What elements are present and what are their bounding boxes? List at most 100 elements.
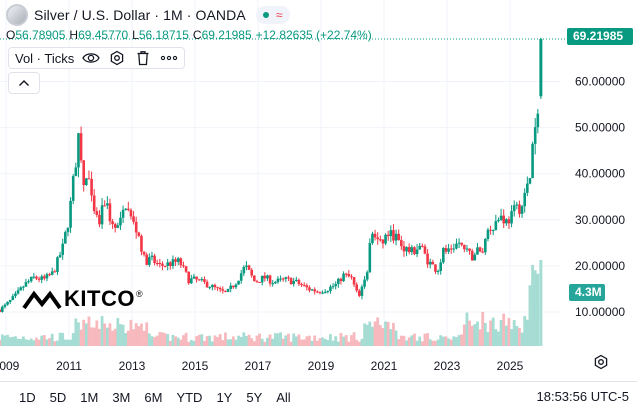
volume-bar [378,325,382,346]
candle-body [16,290,20,294]
candle-body [142,251,146,255]
volume-bar [142,330,146,346]
range-button-1y[interactable]: 1Y [216,390,233,405]
candle-body [426,253,429,265]
candle-body [87,178,91,180]
gear-icon [593,354,609,375]
symbol-title[interactable]: Silver / U.S. Dollar · 1M · OANDA [34,7,246,23]
volume-bar [352,332,356,346]
candle-body [6,301,9,305]
range-button-1d[interactable]: 1D [19,390,36,405]
volume-bar [449,339,453,346]
indicator-label[interactable]: Vol · Ticks [15,50,75,66]
candle-body [289,278,293,285]
volume-bar [179,339,183,346]
volume-bar [8,337,12,346]
volume-bar [447,338,450,346]
volume-bar [42,335,46,346]
volume-bar [98,328,101,346]
volume-bar [497,331,500,346]
volume-bar [79,329,83,346]
candle-body [234,284,238,288]
range-button-3m[interactable]: 3M [112,390,131,405]
price-chart[interactable]: 10.00000 20.00000 30.00000 40.00000 50.00000… [0,0,637,386]
volume-bar [481,311,485,346]
high-label: H [69,28,79,42]
low-value: 56.18715 [138,28,189,42]
candle-body [203,279,206,282]
candle-body [242,266,246,274]
candle-body [3,304,7,307]
volume-bar [176,337,180,346]
volume-bar [502,313,506,346]
y-axis-label: 20.00000 [575,259,625,273]
volume-bar [90,327,93,346]
x-axis-label: 2025 [497,359,524,373]
candle-body [150,255,154,258]
volume-bar [515,326,519,346]
x-axis-label: 2021 [371,359,398,373]
candle-body [45,274,49,279]
candle-body [502,215,505,224]
volume-bar [24,339,28,346]
volume-bar [399,335,403,346]
chart-settings-button[interactable] [592,354,610,375]
volume-bar [158,332,162,346]
candle-body [365,272,369,280]
candle-body [428,261,432,265]
candle-body [389,230,393,237]
volume-bar [168,340,172,346]
candle-body [119,217,122,226]
volume-bar [368,321,372,346]
range-button-5d[interactable]: 5D [49,390,67,405]
more-icon[interactable] [160,49,178,67]
candle-body [444,248,448,252]
candle-body [1,306,4,312]
volume-bar [528,285,532,346]
volume-bar [504,325,508,346]
candle-body [486,229,490,239]
candle-body [344,273,348,275]
volume-bar [53,341,57,346]
volume-bar [37,339,41,346]
range-button-all[interactable]: All [276,390,291,405]
candle-body [455,243,458,249]
candle-body [368,243,372,273]
candle-body [266,275,269,279]
candle-body [491,230,495,232]
eye-icon[interactable] [82,49,100,67]
volume-bar [27,340,30,346]
collapse-legend-button[interactable] [8,72,40,94]
volume-indicator-legend[interactable]: Vol · Ticks [8,47,186,69]
range-button-1m[interactable]: 1M [80,390,99,405]
candle-body [200,279,204,281]
volume-bar [87,316,91,346]
candle-body [40,276,43,280]
gear-icon[interactable] [108,49,126,67]
y-axis-label: 60.00000 [575,75,625,89]
candle-body [342,273,345,282]
candle-body [405,247,408,252]
bottom-divider [0,381,637,382]
candle-body [449,248,453,250]
clock-timezone[interactable]: 18:53:56 UTC-5 [536,389,630,404]
candle-body [507,219,511,224]
volume-bar [221,340,225,346]
candle-body [182,265,185,267]
candle-body [423,246,427,254]
candle-body [71,176,75,201]
range-button-ytd[interactable]: YTD [176,390,203,405]
trash-icon[interactable] [134,49,152,67]
volume-bar [189,339,193,346]
market-open-dot-icon [263,12,270,18]
market-status-badge[interactable]: ≈ [255,6,290,24]
volume-bar [226,339,230,346]
volume-bar [129,319,133,346]
range-button-6m[interactable]: 6M [144,390,163,405]
volume-bar [208,335,212,346]
range-button-5y[interactable]: 5Y [246,390,263,405]
volume-bar [476,321,479,346]
candle-body [137,232,141,236]
candle-body [255,281,259,283]
